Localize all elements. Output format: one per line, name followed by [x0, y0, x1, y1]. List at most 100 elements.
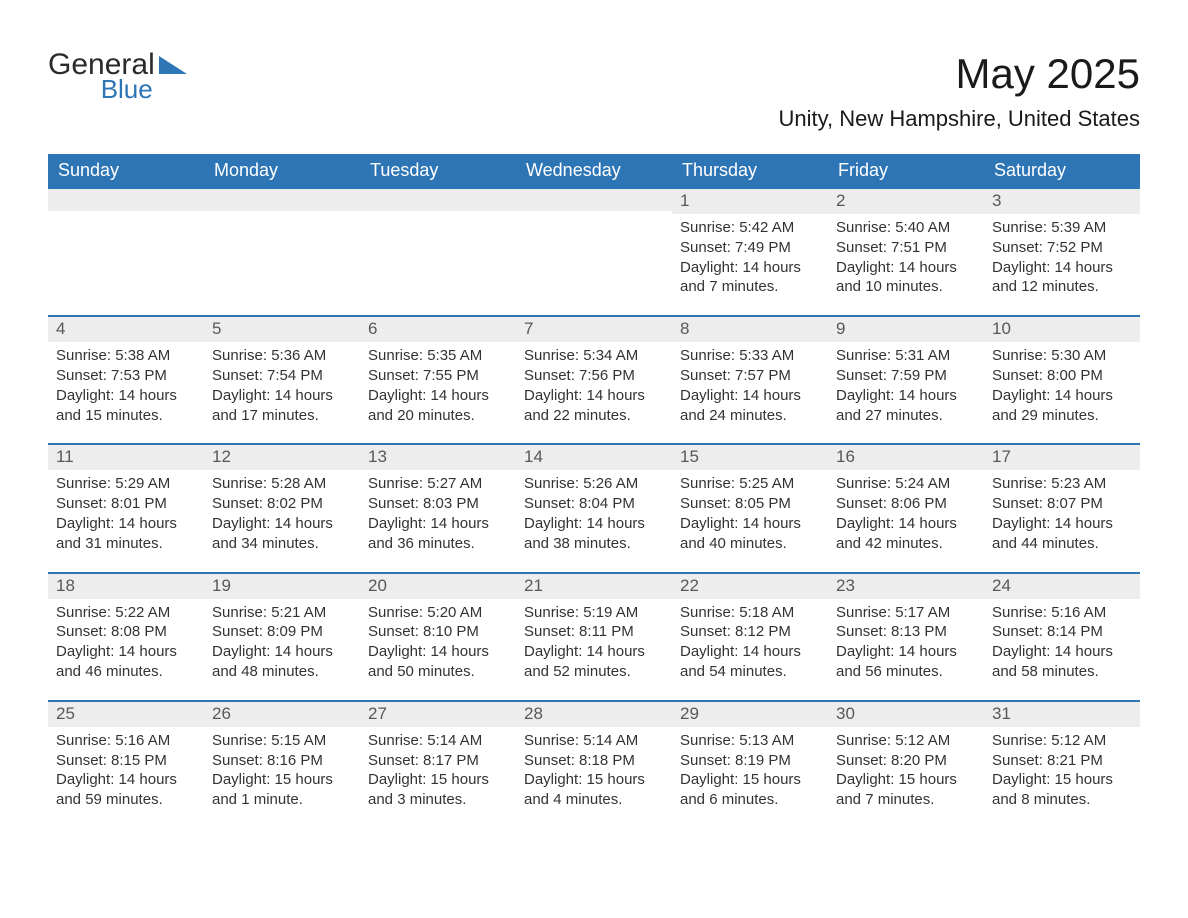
sunset-line: Sunset: 8:04 PM: [524, 494, 664, 514]
calendar-cell: [516, 189, 672, 316]
calendar-cell: 24Sunrise: 5:16 AMSunset: 8:14 PMDayligh…: [984, 573, 1140, 701]
sunrise-line: Sunrise: 5:31 AM: [836, 346, 976, 366]
day-body: Sunrise: 5:26 AMSunset: 8:04 PMDaylight:…: [516, 470, 672, 571]
day-number-bar: 19: [204, 574, 360, 599]
logo-text: General Blue: [48, 50, 155, 102]
daylight-line: Daylight: 14 hours and 42 minutes.: [836, 514, 976, 554]
sunset-line: Sunset: 8:01 PM: [56, 494, 196, 514]
sunset-line: Sunset: 8:00 PM: [992, 366, 1132, 386]
calendar-tbody: 1Sunrise: 5:42 AMSunset: 7:49 PMDaylight…: [48, 189, 1140, 828]
logo-triangle-icon: [159, 56, 187, 74]
day-body: Sunrise: 5:14 AMSunset: 8:17 PMDaylight:…: [360, 727, 516, 828]
day-header: Thursday: [672, 154, 828, 189]
sunset-line: Sunset: 8:07 PM: [992, 494, 1132, 514]
day-header-row: SundayMondayTuesdayWednesdayThursdayFrid…: [48, 154, 1140, 189]
daylight-line: Daylight: 14 hours and 31 minutes.: [56, 514, 196, 554]
calendar-cell: 17Sunrise: 5:23 AMSunset: 8:07 PMDayligh…: [984, 444, 1140, 572]
day-body: [516, 211, 672, 307]
day-number-bar: 3: [984, 189, 1140, 214]
sunset-line: Sunset: 8:08 PM: [56, 622, 196, 642]
daylight-line: Daylight: 15 hours and 4 minutes.: [524, 770, 664, 810]
day-body: Sunrise: 5:27 AMSunset: 8:03 PMDaylight:…: [360, 470, 516, 571]
day-body: Sunrise: 5:24 AMSunset: 8:06 PMDaylight:…: [828, 470, 984, 571]
sunset-line: Sunset: 8:13 PM: [836, 622, 976, 642]
daylight-line: Daylight: 14 hours and 12 minutes.: [992, 258, 1132, 298]
calendar-week: 4Sunrise: 5:38 AMSunset: 7:53 PMDaylight…: [48, 316, 1140, 444]
sunrise-line: Sunrise: 5:27 AM: [368, 474, 508, 494]
sunrise-line: Sunrise: 5:14 AM: [524, 731, 664, 751]
daylight-line: Daylight: 14 hours and 54 minutes.: [680, 642, 820, 682]
day-body: Sunrise: 5:39 AMSunset: 7:52 PMDaylight:…: [984, 214, 1140, 315]
day-header: Saturday: [984, 154, 1140, 189]
sunrise-line: Sunrise: 5:34 AM: [524, 346, 664, 366]
daylight-line: Daylight: 14 hours and 44 minutes.: [992, 514, 1132, 554]
sunset-line: Sunset: 8:05 PM: [680, 494, 820, 514]
daylight-line: Daylight: 14 hours and 48 minutes.: [212, 642, 352, 682]
sunset-line: Sunset: 8:10 PM: [368, 622, 508, 642]
sunrise-line: Sunrise: 5:26 AM: [524, 474, 664, 494]
sunrise-line: Sunrise: 5:39 AM: [992, 218, 1132, 238]
sunrise-line: Sunrise: 5:16 AM: [992, 603, 1132, 623]
sunrise-line: Sunrise: 5:17 AM: [836, 603, 976, 623]
day-number-bar: 14: [516, 445, 672, 470]
day-body: Sunrise: 5:16 AMSunset: 8:15 PMDaylight:…: [48, 727, 204, 828]
sunset-line: Sunset: 8:21 PM: [992, 751, 1132, 771]
daylight-line: Daylight: 15 hours and 8 minutes.: [992, 770, 1132, 810]
sunrise-line: Sunrise: 5:35 AM: [368, 346, 508, 366]
calendar-cell: 4Sunrise: 5:38 AMSunset: 7:53 PMDaylight…: [48, 316, 204, 444]
sunrise-line: Sunrise: 5:42 AM: [680, 218, 820, 238]
sunrise-line: Sunrise: 5:40 AM: [836, 218, 976, 238]
day-number-bar: 7: [516, 317, 672, 342]
day-body: Sunrise: 5:36 AMSunset: 7:54 PMDaylight:…: [204, 342, 360, 443]
day-number-bar: [48, 189, 204, 211]
day-number-bar: 20: [360, 574, 516, 599]
sunrise-line: Sunrise: 5:24 AM: [836, 474, 976, 494]
calendar-cell: 25Sunrise: 5:16 AMSunset: 8:15 PMDayligh…: [48, 701, 204, 828]
day-body: Sunrise: 5:18 AMSunset: 8:12 PMDaylight:…: [672, 599, 828, 700]
day-number-bar: 28: [516, 702, 672, 727]
daylight-line: Daylight: 14 hours and 40 minutes.: [680, 514, 820, 554]
sunrise-line: Sunrise: 5:20 AM: [368, 603, 508, 623]
day-body: Sunrise: 5:35 AMSunset: 7:55 PMDaylight:…: [360, 342, 516, 443]
sunrise-line: Sunrise: 5:22 AM: [56, 603, 196, 623]
daylight-line: Daylight: 14 hours and 10 minutes.: [836, 258, 976, 298]
day-body: Sunrise: 5:33 AMSunset: 7:57 PMDaylight:…: [672, 342, 828, 443]
daylight-line: Daylight: 14 hours and 29 minutes.: [992, 386, 1132, 426]
month-title: May 2025: [778, 50, 1140, 98]
day-body: Sunrise: 5:16 AMSunset: 8:14 PMDaylight:…: [984, 599, 1140, 700]
day-number-bar: [360, 189, 516, 211]
day-header: Tuesday: [360, 154, 516, 189]
sunrise-line: Sunrise: 5:18 AM: [680, 603, 820, 623]
sunrise-line: Sunrise: 5:15 AM: [212, 731, 352, 751]
daylight-line: Daylight: 14 hours and 27 minutes.: [836, 386, 976, 426]
calendar-thead: SundayMondayTuesdayWednesdayThursdayFrid…: [48, 154, 1140, 189]
calendar-cell: 2Sunrise: 5:40 AMSunset: 7:51 PMDaylight…: [828, 189, 984, 316]
calendar-week: 25Sunrise: 5:16 AMSunset: 8:15 PMDayligh…: [48, 701, 1140, 828]
calendar-table: SundayMondayTuesdayWednesdayThursdayFrid…: [48, 154, 1140, 828]
day-body: Sunrise: 5:28 AMSunset: 8:02 PMDaylight:…: [204, 470, 360, 571]
day-body: Sunrise: 5:34 AMSunset: 7:56 PMDaylight:…: [516, 342, 672, 443]
day-number-bar: 8: [672, 317, 828, 342]
day-body: Sunrise: 5:29 AMSunset: 8:01 PMDaylight:…: [48, 470, 204, 571]
sunset-line: Sunset: 8:06 PM: [836, 494, 976, 514]
sunrise-line: Sunrise: 5:30 AM: [992, 346, 1132, 366]
sunset-line: Sunset: 8:20 PM: [836, 751, 976, 771]
calendar-cell: 31Sunrise: 5:12 AMSunset: 8:21 PMDayligh…: [984, 701, 1140, 828]
day-body: Sunrise: 5:21 AMSunset: 8:09 PMDaylight:…: [204, 599, 360, 700]
calendar-cell: 10Sunrise: 5:30 AMSunset: 8:00 PMDayligh…: [984, 316, 1140, 444]
sunset-line: Sunset: 7:53 PM: [56, 366, 196, 386]
calendar-cell: 22Sunrise: 5:18 AMSunset: 8:12 PMDayligh…: [672, 573, 828, 701]
sunset-line: Sunset: 7:51 PM: [836, 238, 976, 258]
day-body: Sunrise: 5:25 AMSunset: 8:05 PMDaylight:…: [672, 470, 828, 571]
calendar-cell: 20Sunrise: 5:20 AMSunset: 8:10 PMDayligh…: [360, 573, 516, 701]
calendar-cell: 6Sunrise: 5:35 AMSunset: 7:55 PMDaylight…: [360, 316, 516, 444]
daylight-line: Daylight: 14 hours and 52 minutes.: [524, 642, 664, 682]
calendar-cell: 12Sunrise: 5:28 AMSunset: 8:02 PMDayligh…: [204, 444, 360, 572]
calendar-cell: 11Sunrise: 5:29 AMSunset: 8:01 PMDayligh…: [48, 444, 204, 572]
sunset-line: Sunset: 8:17 PM: [368, 751, 508, 771]
day-body: [360, 211, 516, 307]
day-body: Sunrise: 5:42 AMSunset: 7:49 PMDaylight:…: [672, 214, 828, 315]
day-body: Sunrise: 5:20 AMSunset: 8:10 PMDaylight:…: [360, 599, 516, 700]
calendar-cell: 29Sunrise: 5:13 AMSunset: 8:19 PMDayligh…: [672, 701, 828, 828]
header-row: General Blue May 2025 Unity, New Hampshi…: [48, 50, 1140, 132]
